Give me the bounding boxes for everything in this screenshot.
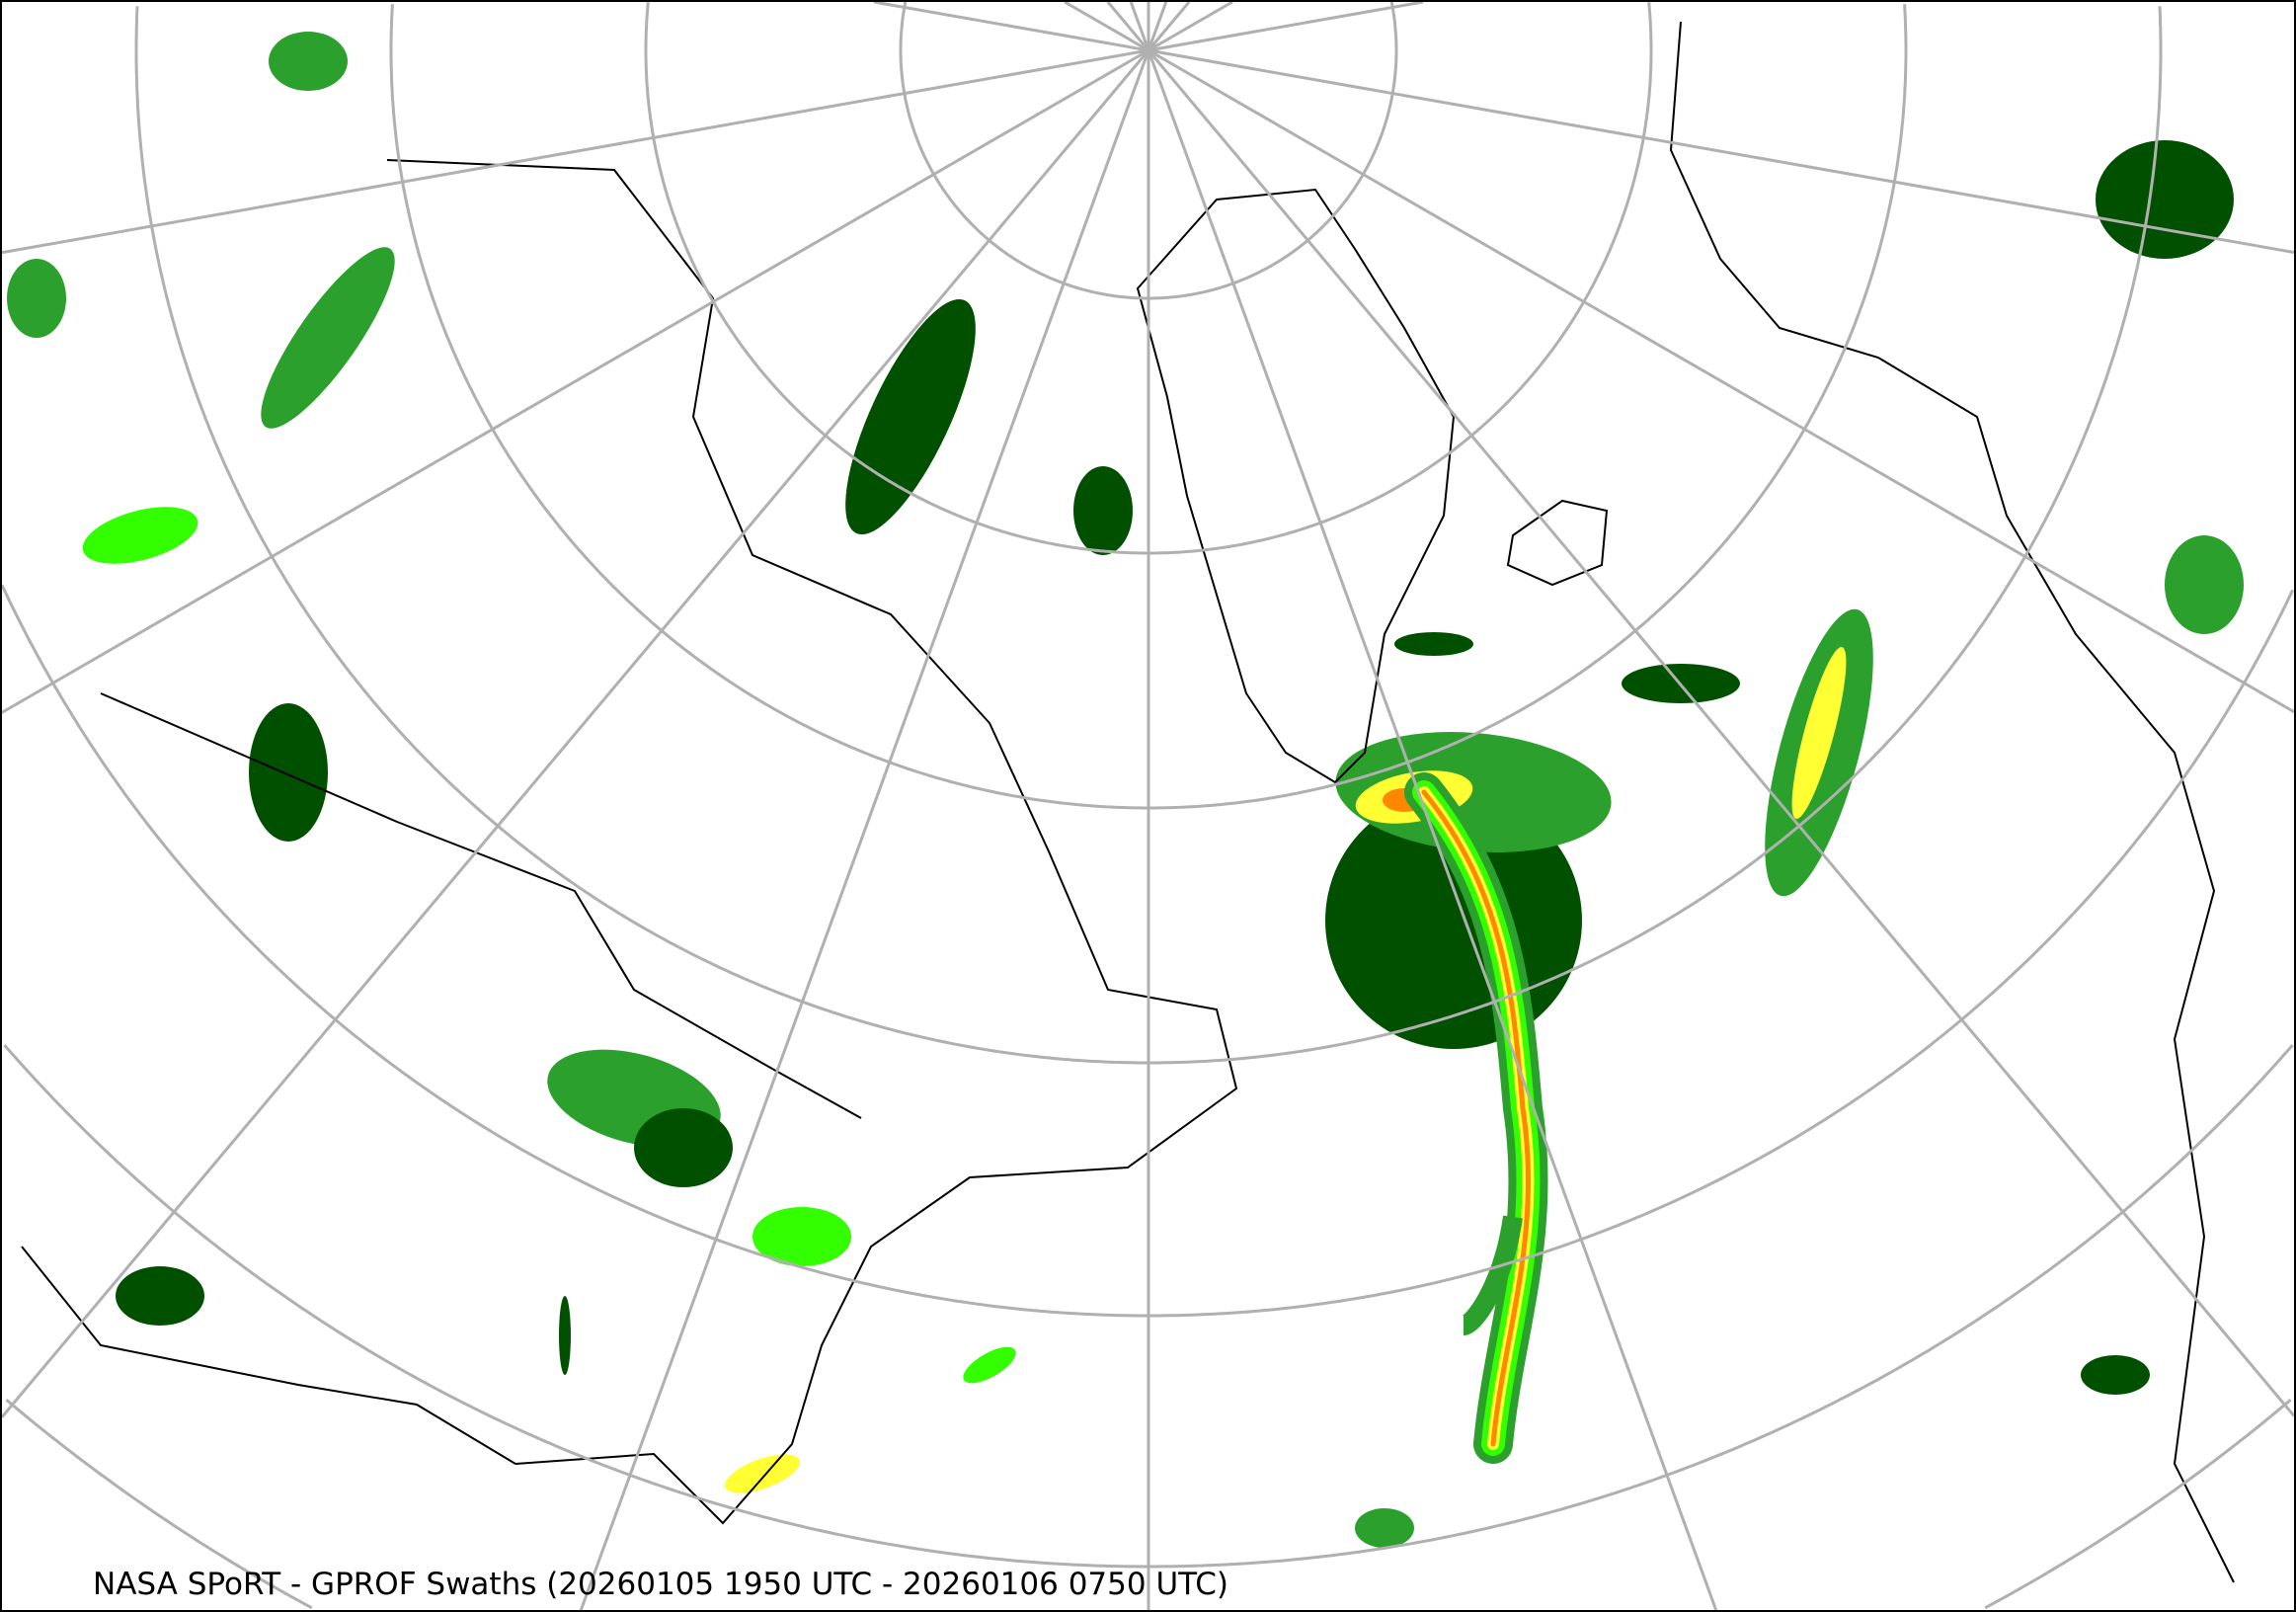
precip-area (1791, 646, 1847, 820)
precip-area (2165, 535, 2244, 634)
meridian-line (873, 2, 1149, 52)
europe-coast (1669, 21, 2235, 1583)
precip-area (1073, 466, 1133, 555)
precip-area (752, 1207, 851, 1266)
latitude-circle (134, 6, 2163, 1065)
meridian-line (2, 48, 1149, 255)
meridian-line (1147, 49, 2294, 1417)
meridian-line (1147, 2, 1191, 51)
latitude-circle (5, 1399, 2292, 1610)
precip-area (7, 259, 66, 338)
precip-area (1355, 1508, 1414, 1548)
map-title: NASA SPoRT - GPROF Swaths (20260105 1950… (93, 1567, 1228, 1602)
precip-layer (7, 32, 2244, 1548)
precip-area (963, 1346, 1016, 1384)
meridian-line (2, 49, 1150, 1418)
precip-area (725, 1454, 800, 1493)
precip-area (634, 1108, 733, 1187)
meridian-line (1147, 49, 1718, 1610)
us-canada-border (100, 692, 862, 1119)
meridian-line (1106, 2, 1150, 51)
latitude-circle (644, 2, 1653, 555)
iceland-coast (1506, 499, 1609, 587)
precip-area (845, 298, 976, 535)
meridian-line (1129, 2, 1150, 51)
precip-band (1461, 1215, 1523, 1335)
precip-area (2096, 140, 2234, 259)
latitude-circle (899, 2, 1398, 300)
latitude-circle (389, 4, 1908, 810)
meridian-line (1147, 2, 1168, 51)
precip-area (261, 247, 395, 429)
coastlines (21, 21, 2235, 1583)
precip-area (1394, 632, 1473, 656)
greenland-coast (1136, 188, 1456, 784)
precip-area (82, 507, 198, 564)
meridian-line (579, 49, 1150, 1610)
latitude-circle (2, 584, 2294, 1318)
precip-area (559, 1296, 571, 1375)
precip-area (269, 32, 348, 91)
latitude-circle (3, 1044, 2294, 1569)
precip-area (116, 1266, 204, 1326)
meridian-line (2, 48, 1149, 714)
precip-area (249, 703, 328, 842)
meridian-line (1148, 48, 2294, 254)
meridian-line (1064, 2, 1149, 52)
precip-area (2081, 1355, 2150, 1395)
north-america-coast (21, 159, 1238, 1525)
meridian-line (1148, 48, 2294, 713)
meridian-line (1148, 2, 1424, 52)
precip-band (1421, 789, 1531, 1447)
meridian-line (1148, 2, 1233, 52)
